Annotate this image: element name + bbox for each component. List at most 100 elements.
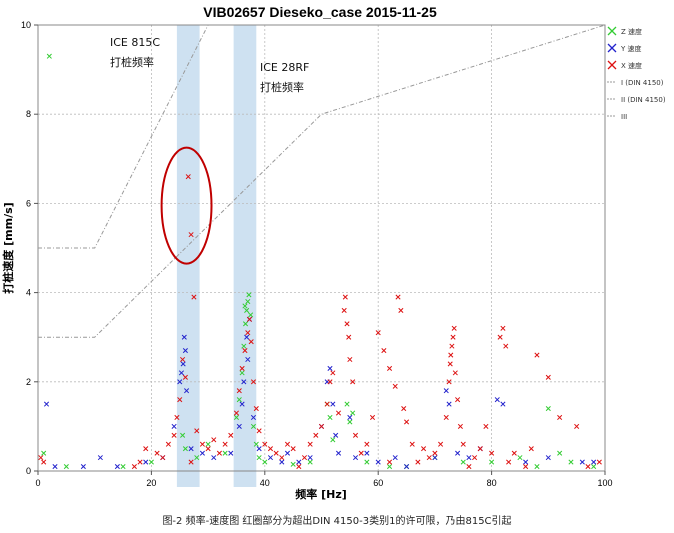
y-axis-label: 打桩速度 [mm/s] xyxy=(1,202,15,293)
z-point xyxy=(460,459,466,465)
z-point xyxy=(489,459,495,465)
x-point xyxy=(528,446,534,452)
x-point xyxy=(165,441,171,447)
z-point xyxy=(241,343,247,349)
x-point xyxy=(301,455,308,461)
z-point xyxy=(330,437,336,443)
y-point xyxy=(245,356,251,363)
x-point xyxy=(246,316,253,322)
x-point xyxy=(386,365,393,371)
x-point xyxy=(248,339,254,345)
chart-title: VIB02657 Dieseko_case 2015-11-25 xyxy=(203,4,437,20)
y-tick-label: 8 xyxy=(26,109,31,119)
y-point xyxy=(244,334,250,340)
x-point xyxy=(279,455,285,461)
z-point xyxy=(591,463,597,470)
x-point xyxy=(211,437,217,443)
limit-line-0 xyxy=(38,24,606,338)
x-point xyxy=(500,325,506,331)
z-point xyxy=(545,406,551,412)
z-point xyxy=(46,53,52,59)
x-point xyxy=(236,388,242,394)
x-point xyxy=(324,401,330,407)
y-point xyxy=(181,334,187,340)
z-point xyxy=(233,414,240,421)
x-point xyxy=(137,459,143,465)
y-point xyxy=(184,388,190,394)
z-point xyxy=(236,397,242,403)
x-point xyxy=(199,441,205,447)
z-point xyxy=(307,459,313,465)
y-point xyxy=(443,388,449,394)
y-point xyxy=(403,463,410,470)
y-point xyxy=(256,446,262,452)
z-point xyxy=(63,463,69,470)
x-point xyxy=(432,450,438,456)
y-point xyxy=(333,432,339,438)
x-point xyxy=(262,441,268,447)
x-point xyxy=(574,423,580,429)
y-point xyxy=(364,450,370,456)
x-point xyxy=(347,356,353,363)
z-point xyxy=(364,459,370,465)
x-point xyxy=(191,294,197,300)
x-point xyxy=(180,356,186,363)
legend-label: Y 速度 xyxy=(620,44,642,53)
z-point xyxy=(568,459,574,465)
y-point xyxy=(375,459,381,465)
z-point xyxy=(239,370,245,376)
x-point xyxy=(352,432,359,438)
x-point xyxy=(395,294,401,300)
x-point xyxy=(438,441,444,447)
x-point xyxy=(233,410,240,416)
x-point xyxy=(421,446,427,452)
x-tick-label: 0 xyxy=(35,478,40,488)
x-point xyxy=(171,432,177,438)
y-point xyxy=(52,463,58,470)
legend-label: Z 速度 xyxy=(621,27,642,36)
z-point xyxy=(180,432,186,438)
x-point xyxy=(443,414,449,421)
z-point xyxy=(327,414,333,421)
x-point xyxy=(446,379,452,385)
x-point xyxy=(284,441,291,447)
x-point xyxy=(182,374,188,380)
x-tick-label: 80 xyxy=(487,478,497,488)
y-point xyxy=(180,361,186,367)
z-point xyxy=(557,450,563,456)
x-point xyxy=(253,406,259,412)
z-point xyxy=(534,463,540,470)
y-point xyxy=(188,446,194,452)
legend-label: X 速度 xyxy=(621,61,642,70)
y-point xyxy=(177,379,183,385)
y-tick-label: 4 xyxy=(26,288,31,298)
legend-marker xyxy=(607,26,617,36)
y-point xyxy=(241,379,247,385)
x-point xyxy=(327,379,333,385)
z-point xyxy=(253,441,259,447)
y-point xyxy=(330,401,336,407)
x-point xyxy=(239,365,245,371)
x-point xyxy=(307,441,313,447)
z-point xyxy=(350,410,356,416)
y-point xyxy=(352,455,359,461)
y-point xyxy=(392,455,398,461)
y-point xyxy=(43,401,50,407)
x-point xyxy=(185,174,191,180)
x-point xyxy=(596,459,602,465)
x-axis-ticks: 0 20 40 60 80 100 xyxy=(35,471,613,488)
x-point xyxy=(38,455,44,461)
z-point xyxy=(517,455,523,461)
y-point xyxy=(500,401,506,407)
x-point xyxy=(489,450,495,456)
x-point xyxy=(341,307,347,313)
x-point xyxy=(242,348,248,354)
y-point xyxy=(171,423,177,429)
z-point xyxy=(182,446,188,452)
x-point xyxy=(460,441,466,447)
y-point xyxy=(591,459,597,465)
z-point xyxy=(347,419,353,425)
x-point xyxy=(452,370,458,376)
z-point xyxy=(242,303,248,309)
x-point xyxy=(228,432,234,438)
